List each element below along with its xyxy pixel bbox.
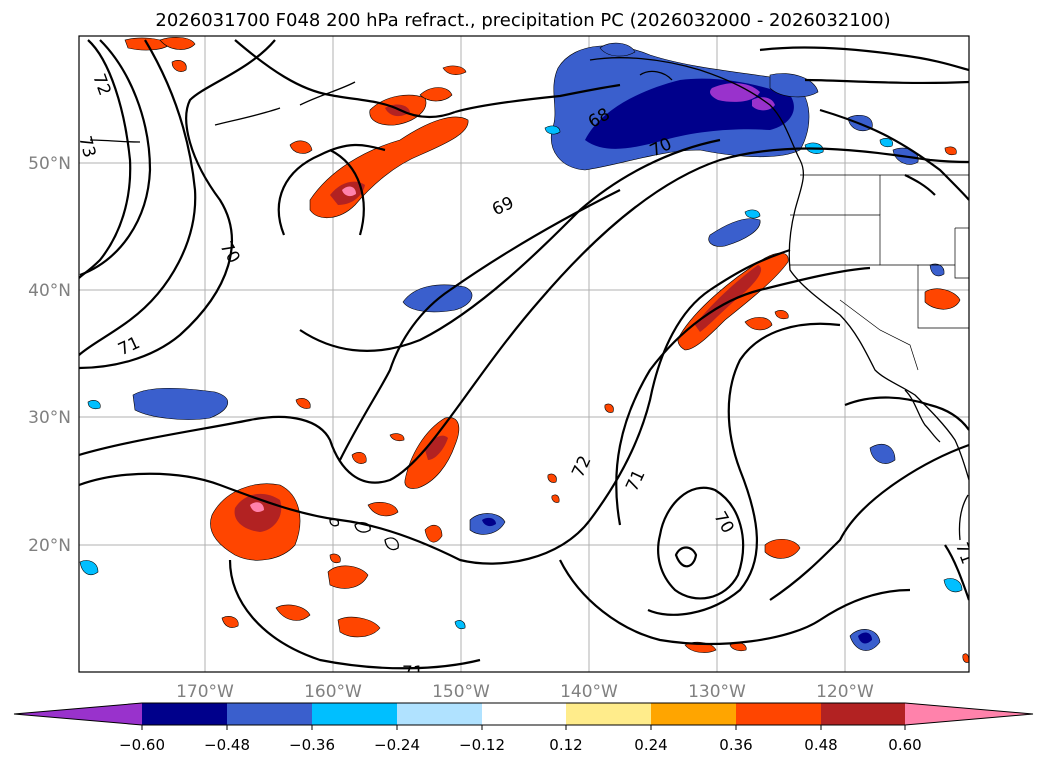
contour-label: 73 — [74, 134, 99, 160]
refractivity-contours — [79, 39, 969, 670]
borders — [790, 174, 969, 371]
lat-label: 40°N — [28, 281, 71, 301]
colorbar-tick-label: 0.24 — [634, 736, 667, 754]
colorbar-ticks — [141, 725, 906, 730]
positive-precip-regions — [124, 37, 969, 663]
colorbar-segment — [651, 703, 736, 725]
lon-label: 170°W — [176, 682, 234, 702]
contour-label: 71 — [402, 663, 424, 683]
map-panel: 72 73 70 71 69 68 70 72 71 70 71 71 50°N… — [28, 35, 970, 702]
colorbar-tick-label: −0.36 — [289, 736, 335, 754]
colorbar-tick-label: 0.60 — [888, 736, 921, 754]
colorbar-segment — [227, 703, 312, 725]
colorbar-tick-label: 0.36 — [719, 736, 752, 754]
colorbar-segment — [397, 703, 482, 725]
lat-label: 50°N — [28, 154, 71, 174]
lat-label: 30°N — [28, 408, 71, 428]
colorbar-tick-label: −0.60 — [119, 736, 165, 754]
colorbar-max-extend — [905, 703, 1033, 725]
colorbar: −0.60 −0.48 −0.36 −0.24 −0.12 0.12 0.24 … — [13, 702, 1034, 754]
colorbar-tick-label: −0.48 — [204, 736, 250, 754]
lon-label: 160°W — [304, 682, 362, 702]
colorbar-tick-label: −0.12 — [459, 736, 505, 754]
colorbar-min-extend — [14, 703, 142, 725]
lon-label: 150°W — [432, 682, 490, 702]
longitude-labels: 170°W 160°W 150°W 140°W 130°W 120°W — [176, 682, 874, 702]
latitude-labels: 50°N 40°N 30°N 20°N — [28, 154, 71, 556]
figure-title: 2026031700 F048 200 hPa refract., precip… — [155, 10, 890, 31]
colorbar-tick-labels: −0.60 −0.48 −0.36 −0.24 −0.12 0.12 0.24 … — [119, 736, 922, 754]
lon-label: 130°W — [688, 682, 746, 702]
map-frame — [78, 35, 970, 673]
negative-precip-regions — [79, 42, 963, 651]
lon-label: 120°W — [816, 682, 874, 702]
lat-label: 20°N — [28, 536, 71, 556]
colorbar-segment — [736, 703, 821, 725]
gridlines — [79, 36, 969, 672]
colorbar-segment — [482, 703, 566, 725]
colorbar-tick-label: 0.48 — [804, 736, 837, 754]
lon-label: 140°W — [560, 682, 618, 702]
colorbar-segment — [142, 703, 227, 725]
colorbar-segment — [566, 703, 651, 725]
colorbar-tick-label: −0.24 — [374, 736, 420, 754]
colorbar-tick-label: 0.12 — [549, 736, 582, 754]
colorbar-segment — [312, 703, 397, 725]
colorbar-segment — [821, 703, 905, 725]
